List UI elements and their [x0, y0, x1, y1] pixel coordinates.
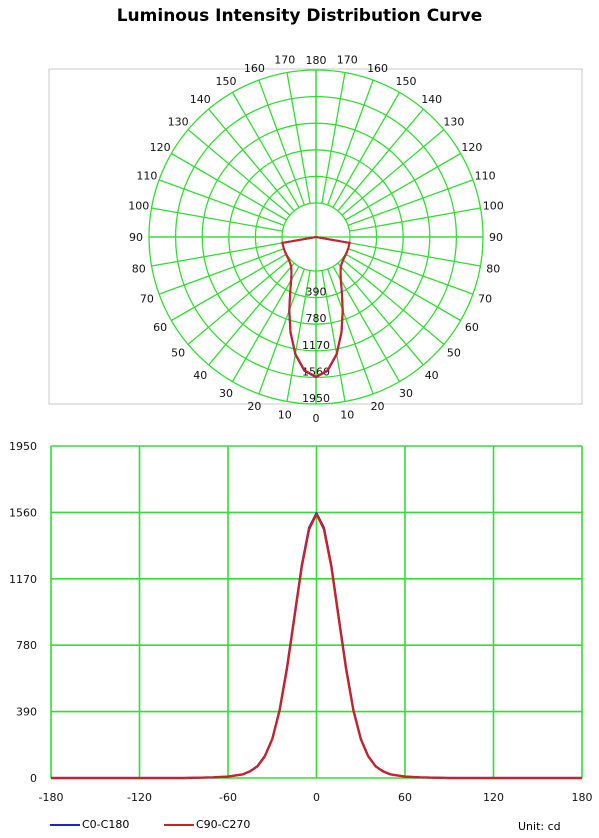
polar-angle-label: 20: [247, 400, 261, 413]
polar-spoke: [321, 72, 346, 204]
y-tick-label: 1560: [9, 506, 37, 519]
polar-angle-label: 110: [136, 169, 157, 182]
polar-spoke: [337, 108, 424, 212]
polar-radial-label: 1560: [302, 365, 330, 378]
polar-spoke: [341, 129, 445, 216]
polar-angle-label: 60: [465, 321, 479, 334]
x-tick-label: 180: [572, 791, 593, 804]
polar-spoke: [345, 152, 461, 221]
polar-angle-label: 0: [313, 412, 320, 425]
polar-spoke: [332, 92, 401, 208]
polar-radial-label: 1950: [302, 392, 330, 405]
chart-title: Luminous Intensity Distribution Curve: [116, 6, 483, 26]
line-series-c90-c270: [51, 512, 582, 780]
polar-spoke: [327, 268, 374, 395]
polar-angle-label: 170: [337, 54, 358, 67]
polar-angle-label: 100: [128, 200, 149, 213]
polar-spoke: [231, 92, 300, 208]
polar-angle-label: 40: [425, 369, 439, 382]
legend-item-c0: C0-C180: [50, 818, 129, 831]
polar-spoke: [187, 258, 291, 345]
polar-radial-label: 780: [306, 312, 327, 325]
x-tick-label: -60: [219, 791, 237, 804]
polar-angle-label: 160: [244, 62, 265, 75]
polar-spoke: [286, 72, 311, 204]
polar-spoke: [332, 266, 401, 382]
polar-spoke: [341, 258, 445, 345]
polar-angle-label: 80: [132, 262, 146, 275]
x-tick-label: 60: [398, 791, 412, 804]
y-tick-label: 780: [16, 639, 37, 652]
polar-spoke: [258, 268, 305, 395]
polar-spoke: [171, 253, 287, 322]
legend-label-c90: C90-C270: [196, 818, 251, 831]
y-tick-label: 1170: [9, 573, 37, 586]
polar-angle-label: 130: [443, 115, 464, 128]
polar-angle-label: 70: [478, 293, 492, 306]
polar-spoke: [158, 248, 285, 295]
x-tick-label: -120: [127, 791, 152, 804]
polar-spoke: [151, 207, 283, 232]
polar-spoke: [231, 266, 300, 382]
unit-label: Unit: cd: [518, 820, 561, 833]
polar-angle-label: 90: [129, 231, 143, 244]
x-tick-label: 120: [483, 791, 504, 804]
polar-spoke: [151, 242, 283, 267]
polar-spoke: [187, 129, 291, 216]
polar-spoke: [345, 253, 461, 322]
polar-angle-label: 30: [399, 387, 413, 400]
polar-spoke: [349, 242, 481, 267]
polar-spoke: [171, 152, 287, 221]
legend-swatch-c90: [164, 824, 194, 826]
polar-angle-label: 180: [306, 54, 327, 67]
polar-series-c90-c270: [281, 236, 351, 378]
polar-angle-label: 150: [216, 75, 237, 88]
polar-angle-label: 160: [367, 62, 388, 75]
legend-item-c90: C90-C270: [164, 818, 250, 831]
polar-angle-label: 80: [486, 262, 500, 275]
polar-angle-label: 50: [447, 347, 461, 360]
polar-spoke: [258, 79, 305, 206]
polar-spoke: [349, 207, 481, 232]
y-tick-label: 390: [16, 706, 37, 719]
polar-angle-label: 120: [461, 141, 482, 154]
polar-angle-label: 20: [371, 400, 385, 413]
legend-swatch-c0: [50, 824, 80, 826]
polar-angle-label: 50: [171, 347, 185, 360]
polar-spoke: [208, 108, 295, 212]
y-tick-label: 1950: [9, 440, 37, 453]
x-tick-label: 0: [313, 791, 320, 804]
polar-radial-label: 1170: [302, 339, 330, 352]
polar-angle-label: 40: [193, 369, 207, 382]
polar-spoke: [158, 179, 285, 226]
polar-angle-label: 170: [274, 54, 295, 67]
polar-angle-label: 90: [489, 231, 503, 244]
polar-angle-label: 130: [168, 115, 189, 128]
polar-spoke: [208, 262, 295, 366]
polar-angle-label: 10: [340, 408, 354, 421]
polar-angle-label: 120: [150, 141, 171, 154]
polar-angle-label: 110: [475, 169, 496, 182]
polar-spoke: [347, 248, 474, 295]
polar-angle-label: 140: [190, 93, 211, 106]
polar-spoke: [327, 79, 374, 206]
polar-angle-label: 30: [219, 387, 233, 400]
polar-angle-label: 70: [140, 293, 154, 306]
polar-spoke: [321, 270, 346, 402]
x-tick-label: -180: [39, 791, 64, 804]
polar-angle-label: 10: [278, 408, 292, 421]
polar-spoke: [347, 179, 474, 226]
polar-angle-label: 140: [421, 93, 442, 106]
polar-angle-label: 100: [483, 200, 504, 213]
polar-spoke: [337, 262, 424, 366]
polar-angle-label: 150: [396, 75, 417, 88]
legend-label-c0: C0-C180: [82, 818, 130, 831]
polar-angle-label: 60: [153, 321, 167, 334]
y-tick-label: 0: [30, 772, 37, 785]
polar-radial-label: 390: [306, 286, 327, 299]
polar-spoke: [286, 270, 311, 402]
